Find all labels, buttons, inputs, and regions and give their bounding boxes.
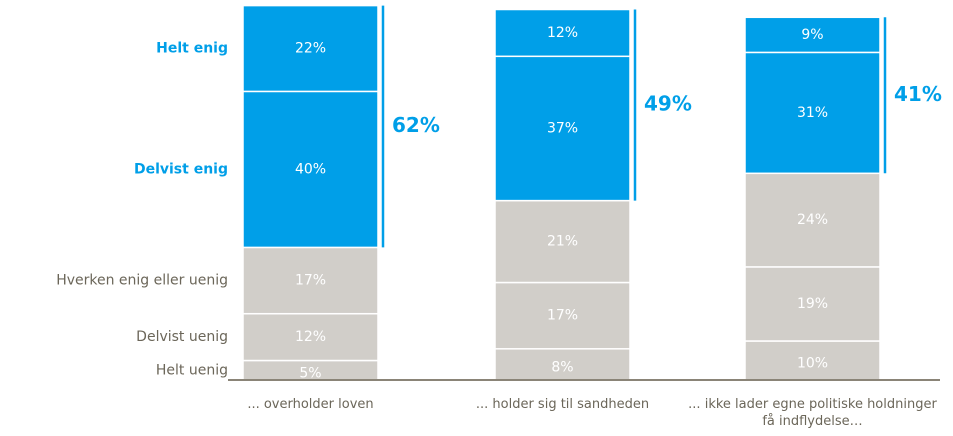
data-label: 40% — [295, 161, 326, 177]
bar-segment — [494, 348, 631, 381]
data-label: 37% — [547, 120, 578, 136]
data-label: 8% — [551, 359, 573, 375]
bar-segment — [744, 266, 881, 342]
legend-label: Delvist uenig — [136, 329, 228, 345]
data-label: 19% — [797, 296, 828, 312]
bar-segment — [744, 340, 881, 381]
legend-label: Helt enig — [156, 41, 228, 57]
bar-segment — [744, 172, 881, 268]
legend-label: Hverken enig eller uenig — [56, 273, 228, 289]
data-label: 21% — [547, 234, 578, 250]
data-label: 10% — [797, 356, 828, 372]
data-label: 22% — [295, 41, 326, 57]
data-label: 5% — [299, 365, 321, 381]
data-label: 24% — [797, 212, 828, 228]
bar-segment — [494, 8, 631, 58]
total-label: 41% — [894, 82, 942, 106]
category-label: ... holder sig til sandheden — [475, 397, 650, 412]
bar-segment — [494, 281, 631, 350]
bar-segment — [744, 16, 881, 54]
data-label: 12% — [295, 329, 326, 345]
category-label: ... ikke lader egne politiske holdninger… — [688, 397, 937, 429]
data-label: 17% — [295, 273, 326, 289]
data-label: 9% — [801, 27, 823, 43]
data-label: 17% — [547, 308, 578, 324]
total-label: 49% — [644, 92, 692, 116]
bar-segment — [744, 51, 881, 175]
bar-segment — [242, 4, 379, 93]
bar-segment — [242, 312, 379, 362]
total-label: 62% — [392, 113, 440, 137]
bar-segment — [242, 90, 379, 249]
data-label: 31% — [797, 105, 828, 121]
category-label: ... overholder loven — [247, 397, 374, 412]
bar-segment — [494, 55, 631, 202]
bar-segment — [494, 199, 631, 284]
legend-label: Delvist enig — [134, 161, 228, 177]
legend-label: Helt uenig — [156, 362, 228, 378]
data-label: 12% — [547, 25, 578, 41]
